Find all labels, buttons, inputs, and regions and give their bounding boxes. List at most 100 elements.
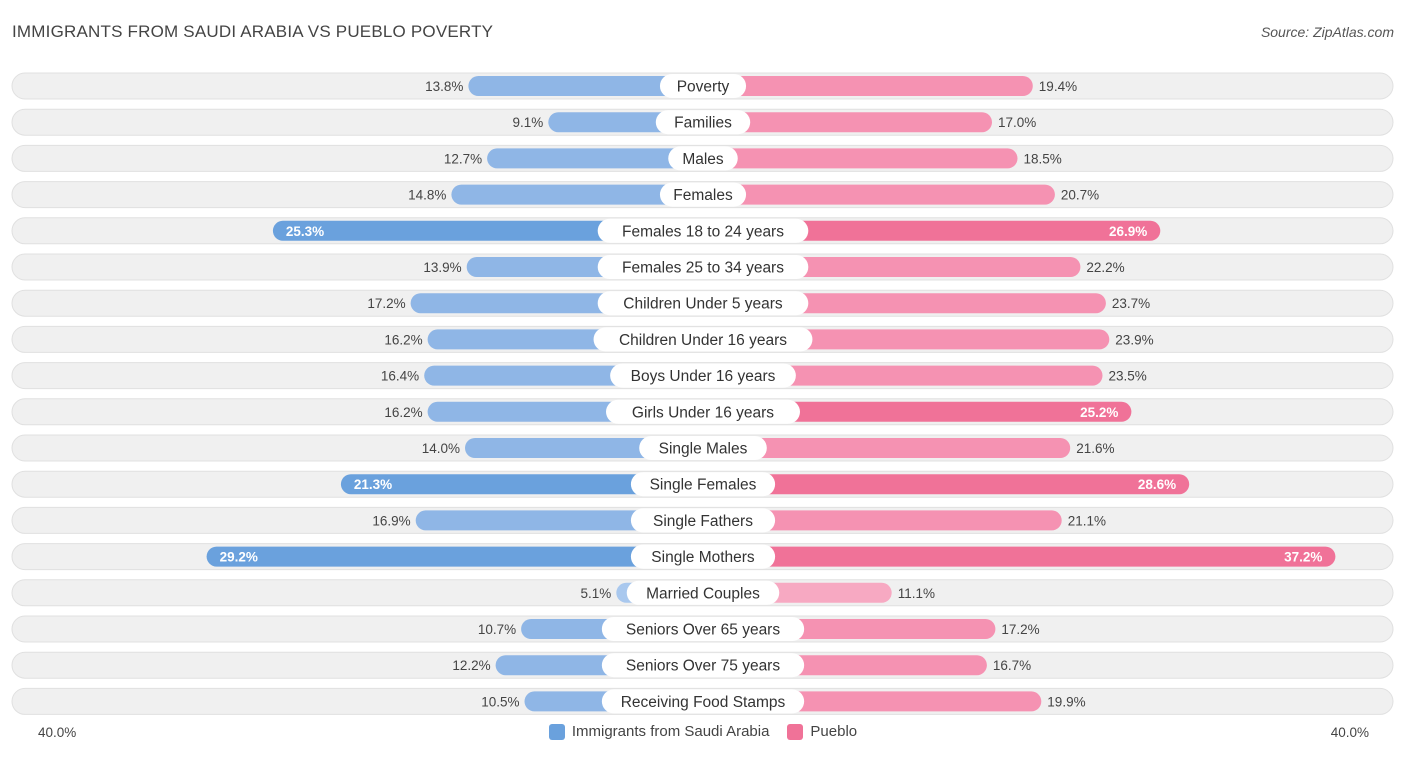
legend-label-right: Pueblo [810, 723, 858, 740]
value-label-right: 19.9% [1047, 694, 1085, 709]
value-label-left: 16.9% [372, 513, 410, 528]
value-label-right: 23.9% [1115, 332, 1153, 347]
category-label: Girls Under 16 years [632, 404, 774, 421]
category-pill [597, 255, 809, 279]
bar-row: 13.8% 19.4% Poverty [11, 72, 1394, 100]
category-pill [601, 653, 805, 678]
value-label-right: 16.7% [993, 658, 1031, 673]
value-label-right: 37.2% [1284, 550, 1322, 565]
bar-right [703, 474, 1190, 495]
category-pill [626, 580, 780, 605]
bar-row: 9.1% 17.0% Families [11, 108, 1394, 136]
legend-label-left: Immigrants from Saudi Arabia [571, 723, 770, 740]
chart-title: IMMIGRANTS FROM SAUDI ARABIA VS PUEBLO P… [12, 22, 494, 41]
value-label-right: 21.6% [1076, 441, 1114, 456]
category-label: Receiving Food Stamps [621, 694, 786, 711]
bar-row: 14.8% 20.7% Females [11, 181, 1394, 209]
bar-row: 10.5% 19.9% Receiving Food Stamps [11, 687, 1394, 715]
category-label: Children Under 16 years [619, 332, 787, 349]
bar-right [703, 184, 1055, 205]
category-pill [659, 74, 747, 98]
value-label-right: 22.2% [1086, 260, 1124, 275]
category-label: Children Under 5 years [623, 296, 783, 313]
bar-row: 25.3% 26.9% Females 18 to 24 years [11, 217, 1394, 245]
value-label-right: 17.0% [998, 115, 1036, 130]
legend-item-right[interactable]: Pueblo [787, 723, 857, 740]
bar-right [703, 148, 1018, 169]
bar-left [487, 148, 703, 169]
value-label-right: 26.9% [1109, 224, 1147, 239]
bar-left [415, 510, 703, 531]
value-label-right: 17.2% [1001, 622, 1039, 637]
category-pill [601, 617, 805, 641]
bar-row: 16.2% 23.9% Children Under 16 years [11, 325, 1394, 353]
bar-left [468, 76, 703, 96]
category-pill [659, 182, 747, 207]
value-label-right: 19.4% [1039, 79, 1077, 94]
bar-right [703, 112, 992, 133]
bar-row: 10.7% 17.2% Seniors Over 65 years [11, 615, 1394, 643]
source-label: Source: ZipAtlas.com [1260, 24, 1394, 40]
category-pill [630, 508, 776, 533]
value-label-left: 12.7% [444, 151, 482, 166]
category-pill [606, 399, 800, 424]
value-label-right: 23.5% [1109, 369, 1147, 384]
category-label: Single Females [650, 477, 757, 494]
bar-left [272, 220, 703, 241]
bar-row: 17.2% 23.7% Children Under 5 years [11, 289, 1394, 317]
category-label: Females 18 to 24 years [622, 223, 784, 240]
axis-max-label: 40.0% [1330, 725, 1369, 740]
bar-left [206, 546, 703, 567]
bar-row: 16.2% 25.2% Girls Under 16 years [11, 398, 1394, 426]
bar-right [703, 510, 1062, 531]
value-label-left: 16.2% [384, 332, 422, 347]
bar-right [703, 546, 1336, 567]
category-label: Married Couples [646, 585, 760, 602]
category-label: Males [682, 151, 724, 168]
category-label: Seniors Over 65 years [626, 622, 780, 639]
bar-row: 29.2% 37.2% Single Mothers [11, 543, 1394, 571]
category-label: Families [674, 115, 732, 132]
category-pill [593, 327, 813, 352]
value-label-left: 5.1% [581, 586, 612, 601]
category-pill [597, 291, 809, 316]
bar-right [703, 401, 1132, 422]
value-label-left: 13.8% [425, 79, 463, 94]
legend-swatch-left [548, 723, 565, 740]
legend: Immigrants from Saudi Arabia Pueblo [0, 723, 1406, 740]
category-pill [668, 146, 738, 171]
category-label: Boys Under 16 years [631, 368, 776, 385]
category-pill [630, 472, 776, 497]
bar-row: 14.0% 21.6% Single Males [11, 434, 1394, 462]
category-label: Females [673, 187, 733, 204]
bar-left [451, 184, 703, 205]
value-label-left: 14.0% [422, 441, 460, 456]
bar-row: 13.9% 22.2% Females 25 to 34 years [11, 253, 1394, 281]
bar-row: 16.9% 21.1% Single Fathers [11, 506, 1394, 534]
bar-right [703, 438, 1071, 458]
bar-row: 12.7% 18.5% Males [11, 144, 1394, 172]
bar-right [703, 76, 1033, 96]
category-label: Single Fathers [653, 513, 753, 530]
value-label-right: 21.1% [1068, 513, 1106, 528]
value-label-left: 10.5% [481, 694, 519, 709]
category-pill [610, 363, 796, 388]
legend-swatch-right [787, 723, 804, 740]
legend-item-left[interactable]: Immigrants from Saudi Arabia [548, 723, 770, 740]
category-pill [597, 218, 809, 243]
value-label-left: 25.3% [286, 224, 324, 239]
value-label-left: 12.2% [452, 658, 490, 673]
bar-left [340, 474, 703, 495]
value-label-left: 21.3% [354, 477, 392, 492]
category-label: Females 25 to 34 years [622, 260, 784, 277]
value-label-right: 18.5% [1024, 151, 1062, 166]
bar-right [703, 365, 1103, 386]
value-label-left: 13.9% [423, 260, 461, 275]
bar-row: 5.1% 11.1% Married Couples [11, 579, 1394, 607]
bar-row: 16.4% 23.5% Boys Under 16 years [11, 362, 1394, 390]
value-label-left: 16.4% [381, 369, 419, 384]
value-label-left: 9.1% [513, 115, 544, 130]
category-label: Poverty [677, 79, 730, 96]
category-label: Single Mothers [651, 549, 755, 566]
